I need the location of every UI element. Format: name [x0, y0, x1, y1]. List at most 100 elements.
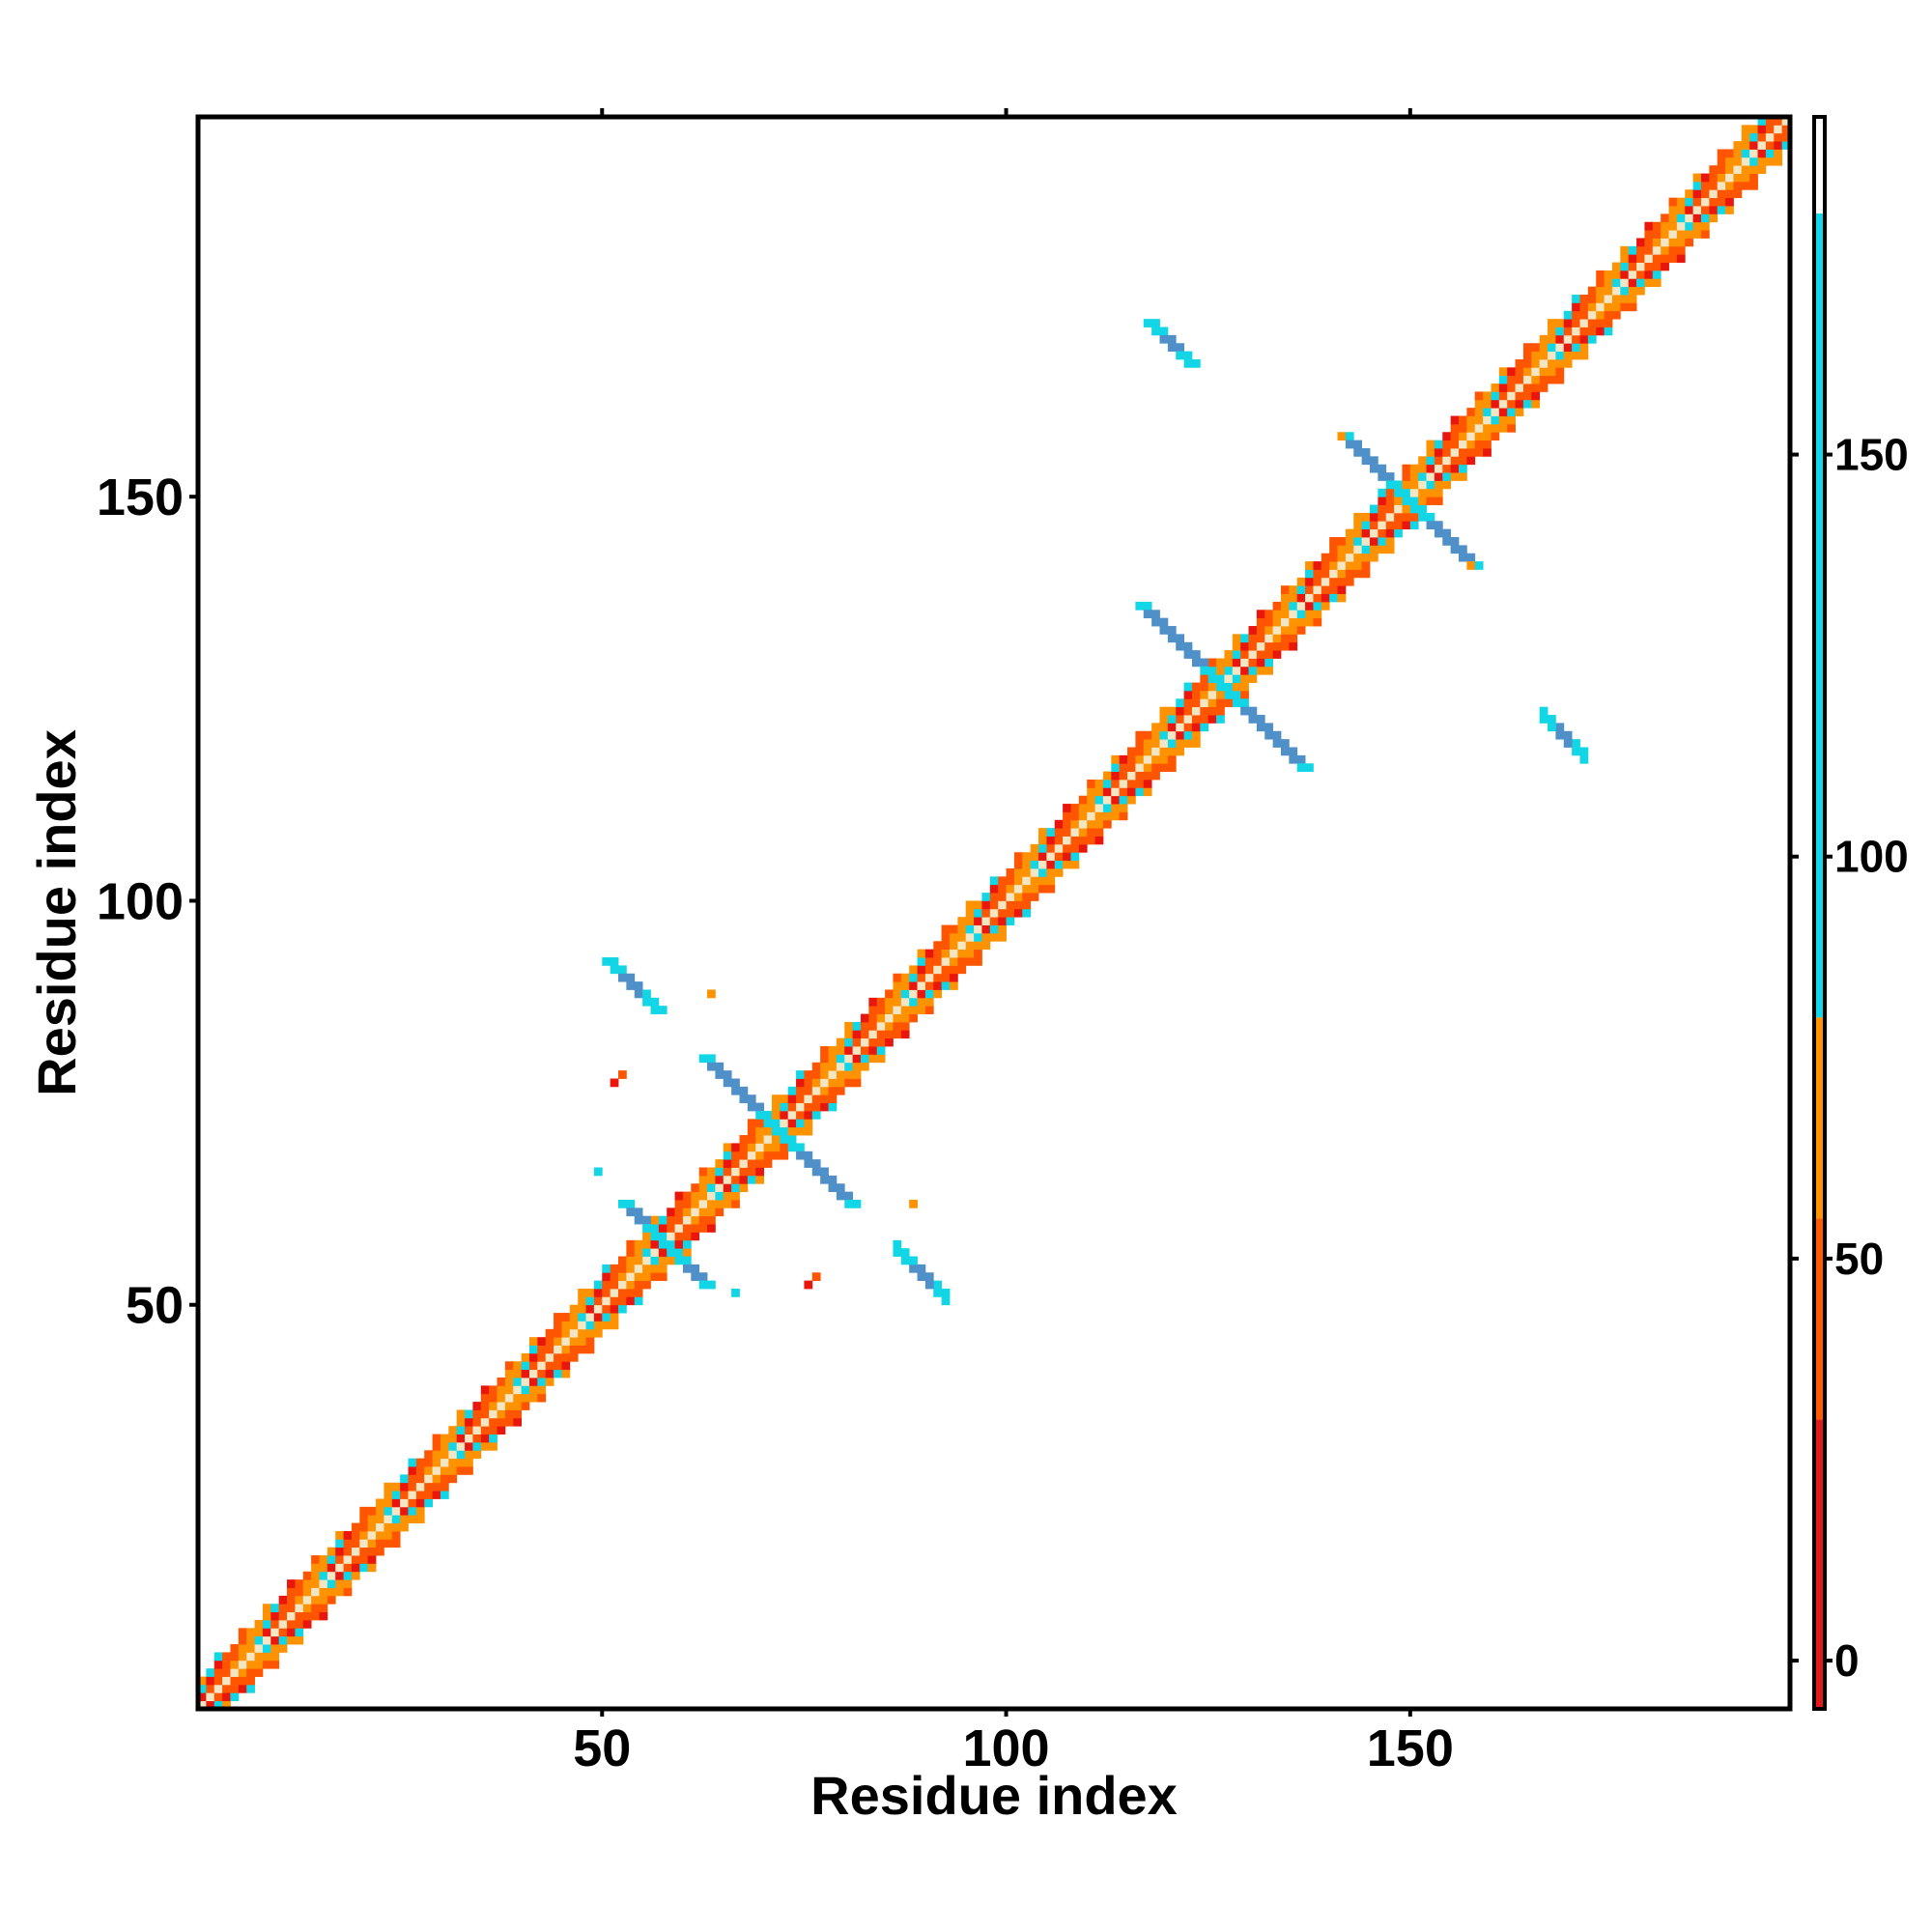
heatmap-cell: [1264, 650, 1274, 659]
heatmap-cell: [1200, 674, 1209, 683]
heatmap-cell: [1337, 537, 1347, 546]
heatmap-cell: [828, 1102, 838, 1112]
heatmap-cell: [206, 1668, 215, 1677]
heatmap-cell: [755, 1102, 764, 1112]
heatmap-cell: [1563, 351, 1573, 360]
heatmap-cell: [1046, 884, 1056, 894]
heatmap-cell: [585, 1313, 595, 1321]
heatmap-cell: [1661, 221, 1669, 231]
heatmap-cell: [602, 1296, 611, 1306]
heatmap-cell: [1329, 561, 1338, 570]
heatmap-cell: [1668, 197, 1678, 207]
heatmap-cell: [1765, 117, 1775, 126]
heatmap-cell: [941, 924, 951, 934]
heatmap-cell: [278, 1595, 288, 1605]
heatmap-cell: [780, 1110, 789, 1120]
heatmap-cell: [763, 1126, 773, 1136]
heatmap-cell: [1135, 754, 1145, 764]
heatmap-cell: [1434, 456, 1443, 466]
heatmap-cell: [415, 1498, 425, 1508]
heatmap-cell: [1167, 334, 1177, 344]
heatmap-cell: [1224, 682, 1234, 692]
heatmap-cell: [528, 1369, 538, 1378]
heatmap-cell: [707, 989, 716, 999]
heatmap-cell: [1394, 512, 1403, 522]
heatmap-cell: [1717, 197, 1726, 207]
heatmap-cell: [771, 1102, 781, 1112]
heatmap-cell: [844, 1030, 854, 1039]
heatmap-cell: [723, 1191, 732, 1201]
heatmap-cell: [698, 1215, 708, 1225]
heatmap-cell: [691, 1215, 700, 1225]
heatmap-cell: [1661, 213, 1669, 223]
heatmap-cell: [1434, 447, 1443, 457]
heatmap-cell: [1620, 302, 1630, 312]
heatmap-cell: [1757, 141, 1767, 150]
heatmap-cell: [811, 1086, 821, 1095]
heatmap-cell: [1604, 327, 1613, 336]
heatmap-cell: [771, 1110, 781, 1120]
heatmap-cell: [682, 1208, 692, 1217]
heatmap-cell: [1135, 730, 1145, 740]
heatmap-cell: [1102, 819, 1112, 829]
heatmap-cell: [1191, 658, 1201, 668]
heatmap-cell: [1272, 730, 1282, 740]
heatmap-cell: [739, 1094, 749, 1103]
heatmap-cell: [626, 1272, 636, 1282]
heatmap-cell: [1579, 754, 1589, 764]
heatmap-cell: [1442, 456, 1452, 466]
heatmap-cell: [230, 1660, 240, 1669]
heatmap-cell: [1483, 408, 1492, 416]
heatmap-cell: [747, 1094, 756, 1103]
heatmap-cell: [1200, 666, 1209, 675]
heatmap-cell: [1620, 262, 1630, 271]
heatmap-cell: [1248, 641, 1258, 651]
heatmap-cell: [1466, 447, 1476, 457]
heatmap-cell: [682, 1239, 692, 1249]
colorbar-frame: [1812, 115, 1827, 1711]
heatmap-cell: [1620, 278, 1630, 288]
heatmap-cell: [1353, 521, 1363, 530]
heatmap-cell: [278, 1644, 288, 1653]
heatmap-cell: [465, 1466, 473, 1475]
heatmap-cell: [796, 1110, 805, 1120]
heatmap-cell: [1548, 334, 1556, 344]
heatmap-cell: [1151, 739, 1160, 748]
heatmap-cell: [1046, 836, 1056, 845]
heatmap-cell: [1151, 617, 1160, 627]
heatmap-cell: [723, 1070, 732, 1079]
heatmap-cell: [1208, 698, 1217, 708]
heatmap-cell: [1183, 706, 1193, 716]
heatmap-cell: [820, 1078, 829, 1088]
heatmap-cell: [1442, 472, 1452, 481]
heatmap-cell: [554, 1352, 562, 1362]
heatmap-cell: [1483, 423, 1492, 433]
heatmap-cell: [1216, 715, 1225, 724]
heatmap-cell: [844, 1062, 854, 1071]
heatmap-cell: [771, 1151, 781, 1160]
heatmap-cell: [1717, 206, 1726, 214]
heatmap-cell: [1176, 723, 1184, 732]
heatmap-cell: [1491, 423, 1500, 433]
heatmap-cell: [739, 1159, 749, 1168]
heatmap-cell: [1555, 375, 1565, 384]
heatmap-cell: [391, 1491, 401, 1499]
heatmap-cell: [1159, 747, 1169, 756]
heatmap-cell: [739, 1151, 749, 1160]
heatmap-cell: [602, 1264, 611, 1273]
heatmap-cell: [965, 957, 975, 966]
heatmap-cell: [400, 1491, 409, 1499]
heatmap-cell: [1483, 432, 1492, 441]
heatmap-cell: [1548, 319, 1556, 327]
heatmap-cell: [327, 1563, 336, 1573]
heatmap-cell: [707, 1199, 716, 1208]
heatmap-cell: [1757, 132, 1767, 142]
heatmap-cell: [319, 1595, 328, 1605]
heatmap-cell: [634, 1272, 643, 1282]
heatmap-cell: [1361, 545, 1371, 554]
heatmap-cell: [1159, 754, 1169, 764]
heatmap-cell: [504, 1409, 514, 1419]
heatmap-cell: [1022, 860, 1032, 869]
heatmap-cell: [222, 1684, 231, 1693]
heatmap-cell: [343, 1555, 353, 1564]
